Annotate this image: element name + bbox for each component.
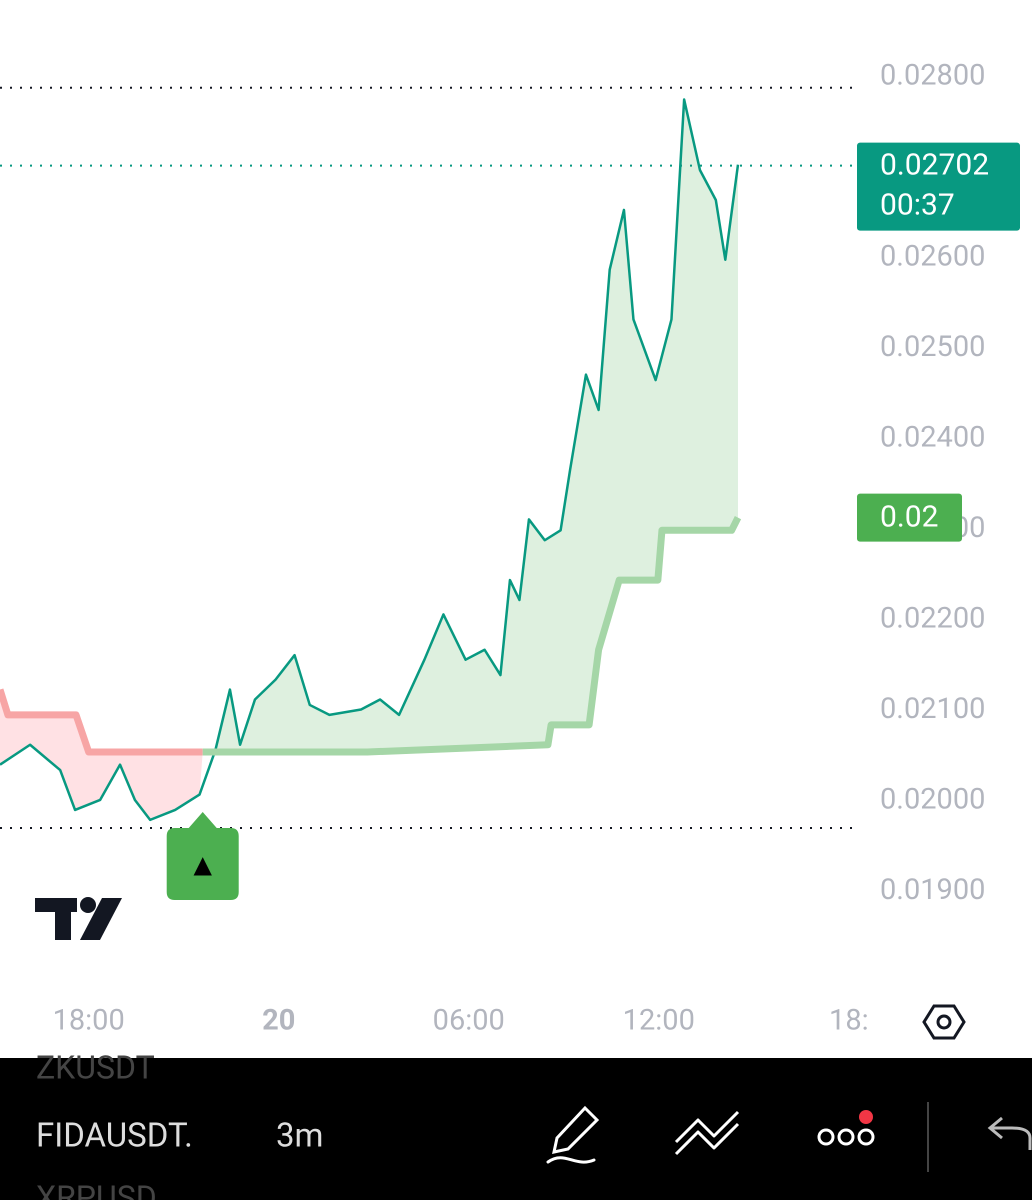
price-line [0, 98, 740, 822]
x-tick-label: 12:00 [623, 1004, 695, 1038]
settings-icon[interactable] [922, 1004, 966, 1040]
trend-badge [857, 493, 962, 542]
last-price-label: 0.02702 [880, 148, 989, 183]
y-tick-label: 0.02800 [880, 59, 985, 93]
buy-signal-label: ▲ [193, 850, 212, 878]
trend-line [0, 688, 203, 756]
last-price-badge [857, 142, 1020, 231]
trend-fill [202, 99, 738, 753]
countdown-label: 00:37 [880, 188, 955, 223]
x-tick-label: 06:00 [433, 1004, 505, 1038]
y-tick-label: 0.02500 [880, 330, 985, 364]
more-icon[interactable] [817, 1110, 875, 1146]
symbol[interactable]: XRPUSD [36, 1178, 157, 1200]
y-tick-label: 0.02000 [880, 783, 985, 817]
toolbar [0, 1058, 1032, 1200]
trend-lines-icon[interactable] [674, 1110, 740, 1156]
trend-line [202, 516, 742, 756]
tradingview-logo [35, 897, 122, 940]
y-tick-label: 0.02600 [880, 240, 985, 274]
y-tick-label: 0.01900 [880, 873, 985, 907]
undo-icon[interactable] [987, 1116, 1032, 1150]
y-tick-label: 0.02100 [880, 692, 985, 726]
x-tick-label: 18:00 [53, 1004, 125, 1038]
trend-badge-label: 0.02 [880, 500, 939, 535]
y-tick-label: 0.02400 [880, 421, 985, 455]
pencil-icon[interactable] [546, 1105, 600, 1164]
interval[interactable]: 3m [276, 1117, 324, 1156]
symbol[interactable]: ZKUSDT [36, 1048, 155, 1086]
y-tick-label: 0.02200 [880, 602, 985, 636]
x-tick-label: 20 [262, 1004, 295, 1038]
x-tick-label: 18: [829, 1004, 869, 1038]
buy-signal [166, 812, 239, 900]
symbol[interactable]: FIDAUSDT. [36, 1117, 193, 1156]
